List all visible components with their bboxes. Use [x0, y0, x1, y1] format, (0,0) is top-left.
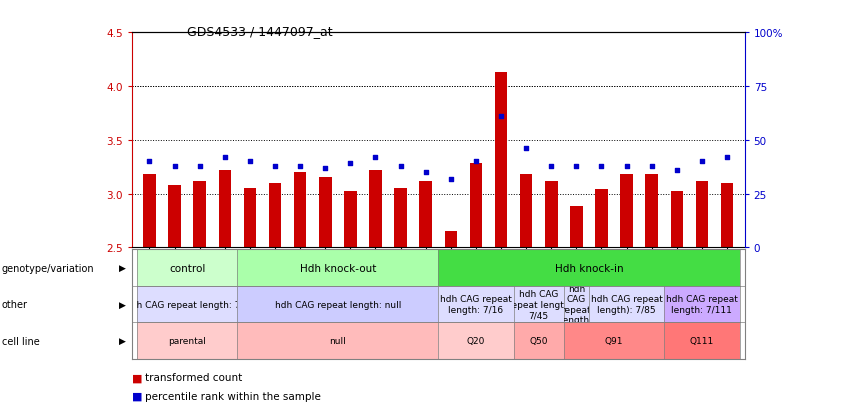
Point: [620, 163, 633, 169]
Point: [368, 154, 382, 161]
Point: [268, 163, 282, 169]
Point: [419, 169, 432, 176]
Text: Hdh knock-out: Hdh knock-out: [300, 263, 376, 273]
Text: hdh CAG repeat
length: 7/111: hdh CAG repeat length: 7/111: [666, 295, 738, 314]
Text: ▶: ▶: [119, 336, 126, 345]
Point: [545, 163, 558, 169]
Text: Q50: Q50: [529, 336, 548, 345]
Bar: [570, 207, 583, 248]
Bar: [420, 181, 432, 248]
Text: transformed count: transformed count: [145, 373, 242, 382]
Text: Q20: Q20: [466, 336, 485, 345]
Text: genotype/variation: genotype/variation: [2, 263, 94, 273]
Text: other: other: [2, 299, 28, 309]
Point: [444, 176, 458, 183]
Bar: [494, 73, 507, 248]
Point: [670, 167, 683, 174]
Bar: [444, 232, 457, 248]
Bar: [168, 185, 181, 248]
Bar: [645, 175, 658, 248]
Text: hdh CAG
repeat length
7/45: hdh CAG repeat length 7/45: [508, 290, 569, 319]
Text: hdh CAG repeat
length: 7/16: hdh CAG repeat length: 7/16: [440, 295, 511, 314]
Bar: [721, 183, 734, 248]
Point: [595, 163, 608, 169]
Bar: [193, 181, 206, 248]
Text: Q111: Q111: [690, 336, 714, 345]
Text: hdh CAG repeat
length): 7/85: hdh CAG repeat length): 7/85: [591, 295, 663, 314]
Text: control: control: [169, 263, 205, 273]
Bar: [243, 189, 256, 248]
Bar: [520, 175, 533, 248]
Bar: [319, 178, 332, 248]
Bar: [695, 181, 708, 248]
Text: parental: parental: [168, 336, 206, 345]
Bar: [671, 192, 683, 248]
Text: percentile rank within the sample: percentile rank within the sample: [145, 391, 321, 401]
Point: [143, 159, 157, 165]
Text: cell line: cell line: [2, 336, 39, 346]
Bar: [394, 189, 407, 248]
Point: [318, 165, 332, 172]
Text: ■: ■: [132, 391, 142, 401]
Text: ■: ■: [132, 373, 142, 382]
Bar: [219, 171, 231, 248]
Bar: [595, 190, 608, 248]
Point: [193, 163, 207, 169]
Text: hdh CAG repeat length: null: hdh CAG repeat length: null: [275, 300, 401, 309]
Bar: [545, 181, 557, 248]
Text: ▶: ▶: [119, 300, 126, 309]
Bar: [344, 192, 357, 248]
Point: [645, 163, 659, 169]
Text: GDS4533 / 1447097_at: GDS4533 / 1447097_at: [187, 25, 333, 38]
Point: [218, 154, 231, 161]
Point: [519, 146, 533, 152]
Text: hdh
CAG
repeat
length:: hdh CAG repeat length:: [560, 284, 592, 325]
Point: [168, 163, 181, 169]
Bar: [470, 164, 483, 248]
Text: hdh CAG repeat length: 7/7: hdh CAG repeat length: 7/7: [125, 300, 249, 309]
Point: [469, 159, 483, 165]
Text: ▶: ▶: [119, 263, 126, 273]
Point: [720, 154, 734, 161]
Point: [294, 163, 307, 169]
Bar: [269, 183, 282, 248]
Text: null: null: [329, 336, 346, 345]
Bar: [294, 173, 306, 248]
Point: [494, 114, 508, 120]
Point: [394, 163, 408, 169]
Point: [569, 163, 583, 169]
Point: [695, 159, 709, 165]
Point: [243, 159, 257, 165]
Bar: [143, 175, 156, 248]
Bar: [620, 175, 633, 248]
Point: [344, 161, 357, 167]
Bar: [369, 171, 382, 248]
Text: Q91: Q91: [605, 336, 623, 345]
Text: Hdh knock-in: Hdh knock-in: [555, 263, 623, 273]
